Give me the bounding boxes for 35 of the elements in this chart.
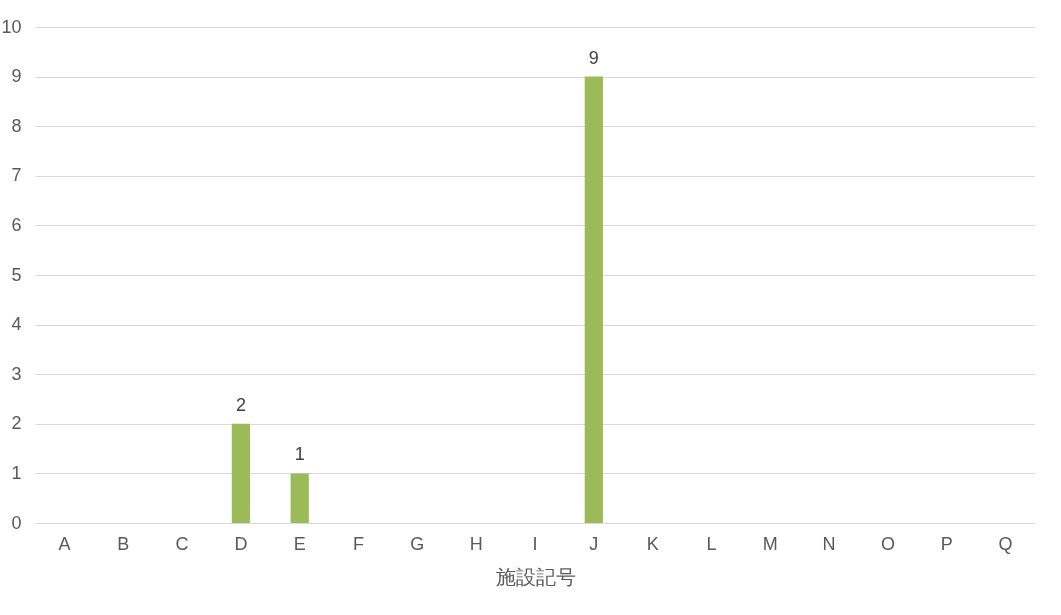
x-tick-label: A xyxy=(58,533,71,554)
x-tick-label: P xyxy=(940,533,953,554)
y-tick-label: 3 xyxy=(11,363,22,384)
x-tick-label: K xyxy=(646,533,659,554)
y-tick-label: 8 xyxy=(11,115,22,136)
x-tick-label: B xyxy=(117,533,130,554)
y-tick-label: 0 xyxy=(11,512,22,533)
x-tick-label: M xyxy=(762,533,778,554)
y-tick-label: 7 xyxy=(11,165,22,186)
bar xyxy=(231,423,250,523)
y-tick-label: 10 xyxy=(1,16,22,37)
y-tick-label: 6 xyxy=(11,214,22,235)
x-tick-label: C xyxy=(175,533,189,554)
y-tick-label: 5 xyxy=(11,264,22,285)
x-tick-label: F xyxy=(353,533,365,554)
x-tick-label: O xyxy=(880,533,895,554)
x-tick-label: E xyxy=(293,533,306,554)
x-tick-label: H xyxy=(469,533,483,554)
x-tick-label: L xyxy=(706,533,717,554)
y-tick-label: 2 xyxy=(11,413,22,434)
x-tick-label: J xyxy=(589,533,599,554)
data-label: 2 xyxy=(235,394,246,415)
data-label: 9 xyxy=(588,47,599,68)
x-tick-label: G xyxy=(410,533,425,554)
x-tick-label: I xyxy=(532,533,538,554)
x-tick-label: N xyxy=(822,533,836,554)
x-axis-title: 施設記号 xyxy=(495,565,576,588)
bar xyxy=(290,473,309,523)
data-label: 1 xyxy=(294,444,305,465)
bar xyxy=(584,76,603,523)
y-tick-label: 1 xyxy=(11,462,22,483)
y-tick-label: 4 xyxy=(11,314,22,335)
x-tick-label: Q xyxy=(998,533,1013,554)
x-tick-label: D xyxy=(234,533,248,554)
y-tick-label: 9 xyxy=(11,66,22,87)
